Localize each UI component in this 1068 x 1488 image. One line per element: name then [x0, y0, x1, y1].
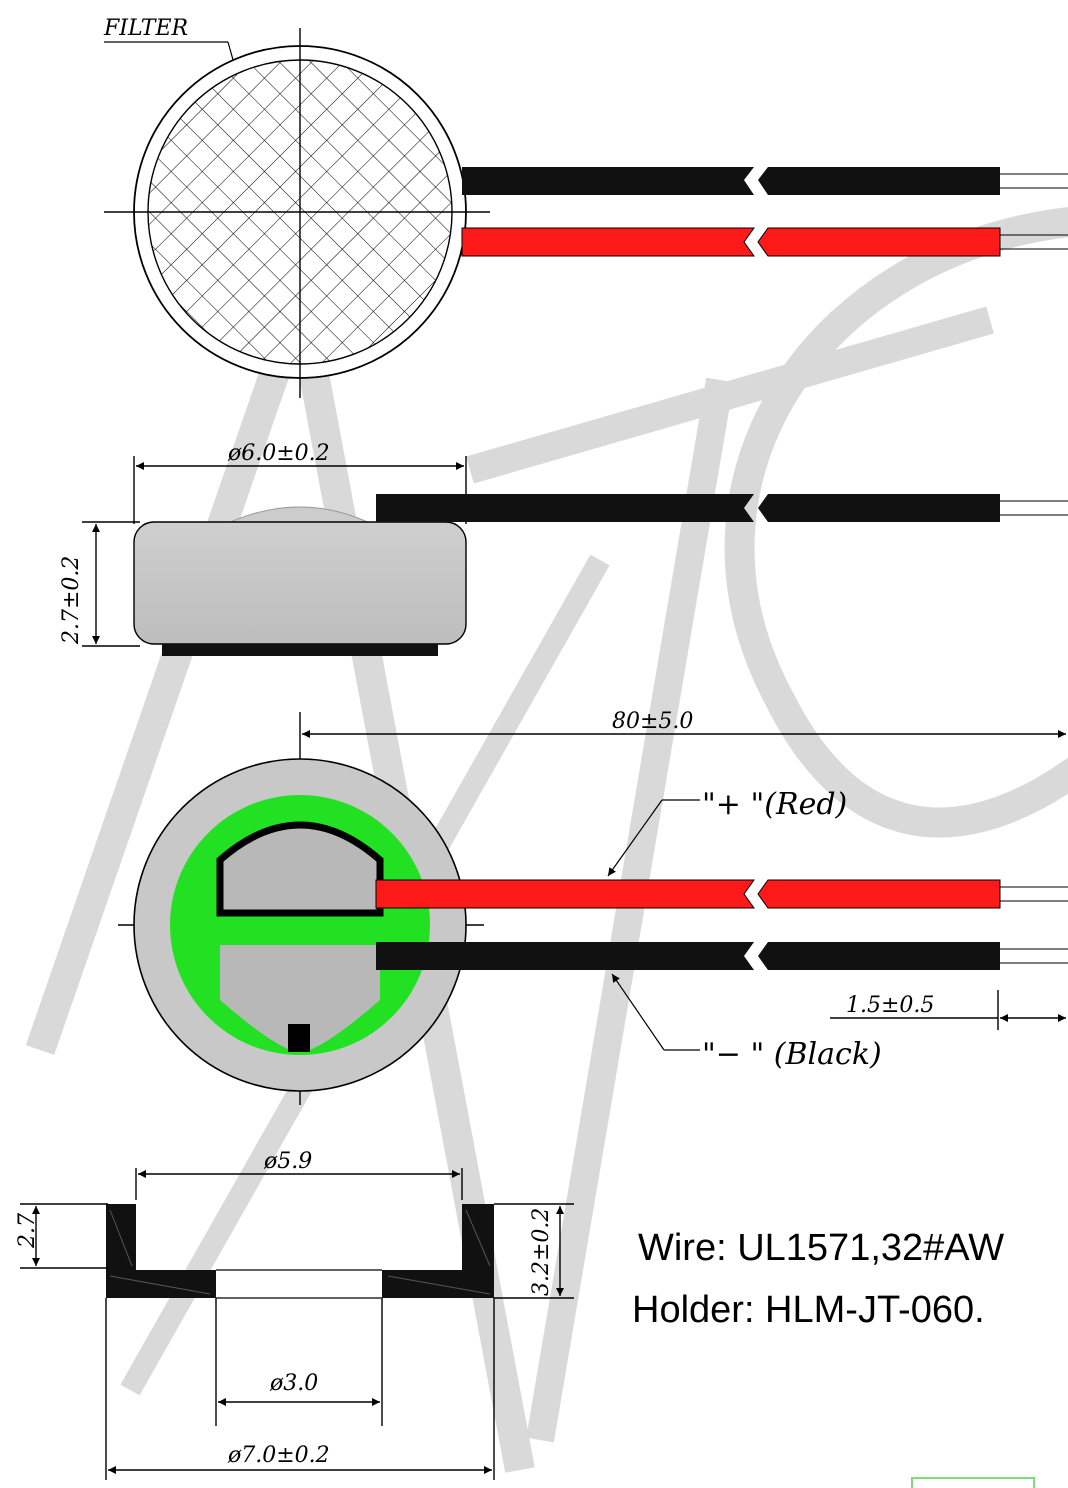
- height-body-label: 2.7±0.2: [59, 556, 84, 645]
- bottom-view: 80±5.0 "+ "(Red) "− " (Black) 1.5±0.5: [118, 709, 1068, 1105]
- bottom-red-wire: [375, 879, 1068, 909]
- holder-spec: Holder: HLM-JT-060.: [632, 1289, 985, 1331]
- negative-lead-label: "− " (Black): [702, 1037, 882, 1072]
- side-view: ø6.0±0.2 2.7±0.2: [59, 441, 1068, 656]
- wire-spec: Wire: UL1571,32#AW: [638, 1227, 1004, 1269]
- top-view: FILTER: [103, 16, 1068, 398]
- holder-hole-diameter-label: ø3.0: [269, 1371, 318, 1396]
- top-red-wire: [461, 227, 1068, 257]
- filter-label: FILTER: [103, 16, 188, 41]
- bottom-black-wire: [376, 942, 1068, 970]
- specs-block: Wire: UL1571,32#AW Holder: HLM-JT-060.: [632, 1227, 1004, 1331]
- side-black-wire: [376, 494, 1068, 522]
- positive-lead-label: "+ "(Red): [702, 787, 847, 822]
- holder-inner-height-label: 2.7: [15, 1213, 40, 1249]
- holder-outer-height-label: 3.2±0.2: [529, 1208, 554, 1296]
- diameter-body-label: ø6.0±0.2: [227, 441, 330, 466]
- top-black-wire: [462, 167, 1068, 195]
- length-wire-label: 80±5.0: [612, 709, 693, 734]
- strip-length-label: 1.5±0.5: [846, 993, 934, 1018]
- holder-outer-diameter-label: ø7.0±0.2: [227, 1443, 330, 1468]
- corner-box: [911, 1477, 1035, 1488]
- holder-view: ø5.9 2.7 3.2±0.2 ø3.0 ø7.0±0.2: [15, 1149, 574, 1480]
- holder-inner-diameter-label: ø5.9: [263, 1149, 312, 1174]
